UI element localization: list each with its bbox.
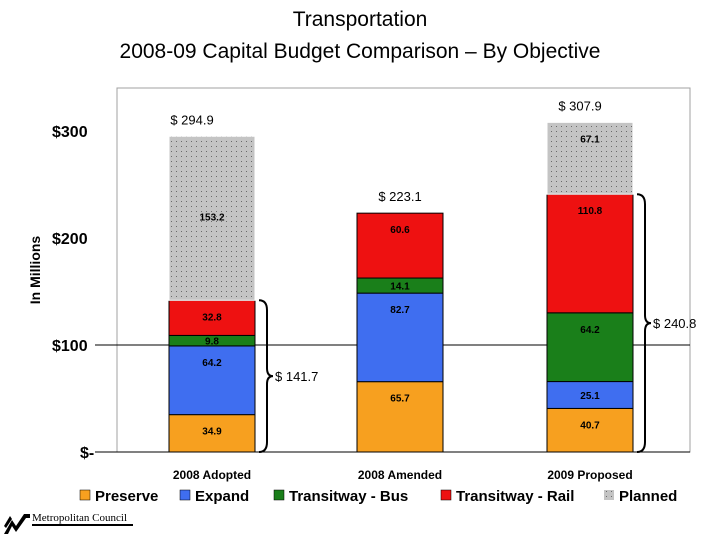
data-label: 64.2: [202, 358, 222, 369]
data-label: 32.8: [202, 312, 222, 323]
legend-swatch-planned: [604, 490, 614, 500]
bar-segment-preserve: [168, 414, 256, 453]
bar-segment-expand: [356, 292, 444, 383]
data-label: 64.2: [580, 325, 600, 336]
total-label: $ 307.9: [558, 98, 601, 113]
bar-segment-transitway-rail: [546, 193, 634, 314]
bar-segment-preserve: [546, 407, 634, 453]
legend-swatch-preserve: [79, 489, 91, 501]
bar-segment-planned: [546, 121, 634, 195]
bar-segment-transitway-bus: [546, 312, 634, 383]
y-tick-label: $-: [80, 445, 94, 462]
bracket: [258, 299, 274, 453]
data-label: 82.7: [390, 305, 410, 316]
data-label: 9.8: [205, 337, 219, 348]
chart-title-line1: Transportation: [292, 8, 428, 31]
legend-label: Expand: [195, 488, 249, 505]
bar-segment-expand: [546, 381, 634, 409]
y-tick-label: $200: [52, 231, 88, 248]
bar-segment-expand: [168, 345, 256, 416]
total-label: $ 223.1: [378, 189, 421, 204]
legend-label: Transitway - Rail: [456, 488, 574, 505]
legend-label: Transitway - Bus: [289, 488, 408, 505]
bar-segment-planned: [168, 135, 256, 301]
data-label: 14.1: [390, 282, 410, 293]
data-label: 40.7: [580, 420, 600, 431]
category-label: 2008 Amended: [358, 468, 442, 482]
metropolitan-council-logo-icon: [4, 514, 30, 534]
legend-swatch-transitway-rail: [440, 489, 452, 501]
y-tick-label: $100: [52, 338, 88, 355]
bracket: [636, 193, 652, 453]
logo-text: Metropolitan Council: [32, 512, 134, 526]
data-label: 153.2: [199, 212, 224, 223]
y-axis-label: In Millions: [27, 236, 43, 305]
bracket-label: $ 141.7: [275, 369, 318, 384]
legend-swatch-expand: [179, 489, 191, 501]
category-label: 2008 Adopted: [173, 468, 251, 482]
bar-segment-preserve: [356, 381, 444, 453]
data-label: 65.7: [390, 394, 410, 405]
y-tick-label: $300: [52, 124, 88, 141]
bar-segment-transitway-rail: [356, 212, 444, 279]
bracket-label: $ 240.8: [653, 316, 696, 331]
legend-label: Planned: [619, 488, 677, 505]
data-label: 60.6: [390, 225, 410, 236]
legend-swatch-transitway-bus: [273, 489, 285, 501]
data-label: 34.9: [202, 427, 222, 438]
chart-title-line2: 2008-09 Capital Budget Comparison – By O…: [119, 40, 601, 63]
data-label: 110.8: [578, 206, 603, 217]
legend-label: Preserve: [95, 488, 158, 505]
total-label: $ 294.9: [170, 112, 213, 127]
data-label: 25.1: [580, 391, 600, 402]
data-label: 67.1: [580, 134, 600, 145]
category-label: 2009 Proposed: [547, 468, 632, 482]
